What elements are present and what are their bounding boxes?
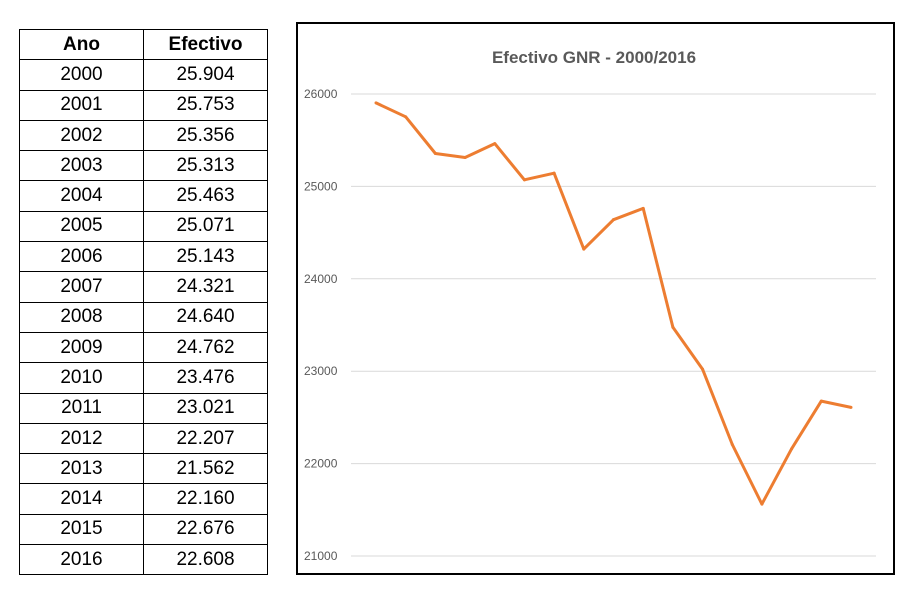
y-tick-label: 23000 <box>304 364 338 378</box>
column-header-efectivo: Efectivo <box>143 28 268 61</box>
efectivo-cell: 24.762 <box>143 331 268 364</box>
data-table: Ano Efectivo 2000 25.904 2001 25.753 2002 25.… <box>19 28 268 576</box>
year-cell: 2004 <box>19 180 144 212</box>
series-group <box>374 101 853 506</box>
year-cell: 2016 <box>19 544 144 576</box>
table-row: 2013 21.562 <box>19 453 268 485</box>
grid-lines <box>351 93 876 557</box>
data-point <box>849 405 853 409</box>
y-tick-label: 26000 <box>304 87 338 101</box>
table-row: 2014 22.160 <box>19 483 268 515</box>
table-row: 2008 24.640 <box>19 301 268 333</box>
column-header-ano: Ano <box>19 28 144 61</box>
table-row: 2000 25.904 <box>19 59 268 91</box>
year-cell: 2011 <box>19 392 144 424</box>
y-axis-tick-labels: 21000 22000 23000 24000 25000 26000 <box>304 87 338 563</box>
year-cell: 2000 <box>19 59 144 91</box>
table-row: 2016 22.608 <box>19 544 268 576</box>
data-point <box>582 247 586 251</box>
efectivo-cell: 25.904 <box>143 59 268 91</box>
chart-frame: Efectivo GNR - 2000/2016 21000 22000 23000… <box>296 22 895 575</box>
table-row: 2015 22.676 <box>19 513 268 546</box>
table-row: 2007 24.321 <box>19 271 268 303</box>
data-point <box>463 155 467 159</box>
data-point <box>493 142 497 146</box>
table-row: 2003 25.313 <box>19 150 268 182</box>
table-row: 2011 23.021 <box>19 392 268 424</box>
data-point <box>760 502 764 506</box>
year-cell: 2005 <box>19 210 144 243</box>
efectivo-cell: 25.753 <box>143 89 268 121</box>
efectivo-cell: 24.640 <box>143 301 268 333</box>
data-point <box>522 178 526 182</box>
table-row: 2006 25.143 <box>19 241 268 273</box>
efectivo-cell: 25.143 <box>143 241 268 273</box>
efectivo-cell: 22.608 <box>143 544 268 576</box>
y-tick-label: 22000 <box>304 457 338 471</box>
year-cell: 2010 <box>19 362 144 394</box>
data-point <box>701 367 705 371</box>
year-cell: 2008 <box>19 301 144 333</box>
efectivo-cell: 22.160 <box>143 483 268 515</box>
series-line <box>375 101 852 506</box>
efectivo-cell: 22.207 <box>143 422 268 455</box>
efectivo-cell: 25.356 <box>143 119 268 152</box>
table-row: 2010 23.476 <box>19 362 268 394</box>
data-point <box>641 206 645 210</box>
data-point <box>790 447 794 451</box>
y-tick-label: 25000 <box>304 179 338 193</box>
efectivo-cell: 23.021 <box>143 392 268 424</box>
table-row: 2001 25.753 <box>19 89 268 121</box>
efectivo-cell: 21.562 <box>143 453 268 485</box>
data-point <box>730 442 734 446</box>
line-chart: Efectivo GNR - 2000/2016 21000 22000 23000… <box>304 48 876 563</box>
data-point <box>819 399 823 403</box>
year-cell: 2015 <box>19 513 144 546</box>
efectivo-cell: 23.476 <box>143 362 268 394</box>
year-cell: 2014 <box>19 483 144 515</box>
year-cell: 2013 <box>19 453 144 485</box>
data-point <box>671 325 675 329</box>
table-row: 2009 24.762 <box>19 331 268 364</box>
data-point <box>404 115 408 119</box>
efectivo-cell: 25.463 <box>143 180 268 212</box>
year-cell: 2009 <box>19 331 144 364</box>
efectivo-cell: 25.071 <box>143 210 268 243</box>
table-row: 2002 25.356 <box>19 119 268 152</box>
year-cell: 2012 <box>19 422 144 455</box>
table-header-row: Ano Efectivo <box>19 28 268 61</box>
y-tick-label: 24000 <box>304 272 338 286</box>
year-cell: 2003 <box>19 150 144 182</box>
data-point <box>374 101 378 105</box>
year-cell: 2002 <box>19 119 144 152</box>
chart-title: Efectivo GNR - 2000/2016 <box>492 48 696 67</box>
year-cell: 2007 <box>19 271 144 303</box>
year-cell: 2006 <box>19 241 144 273</box>
data-point <box>612 218 615 222</box>
table-row: 2012 22.207 <box>19 422 268 455</box>
table-body: 2000 25.904 2001 25.753 2002 25.356 2003 25.313… <box>19 59 268 576</box>
efectivo-cell: 25.313 <box>143 150 268 182</box>
year-cell: 2001 <box>19 89 144 121</box>
table-row: 2005 25.071 <box>19 210 268 243</box>
table-row: 2004 25.463 <box>19 180 268 212</box>
y-tick-label: 21000 <box>304 549 338 563</box>
data-point <box>552 171 556 175</box>
efectivo-cell: 24.321 <box>143 271 268 303</box>
data-point <box>433 152 437 156</box>
efectivo-cell: 22.676 <box>143 513 268 546</box>
